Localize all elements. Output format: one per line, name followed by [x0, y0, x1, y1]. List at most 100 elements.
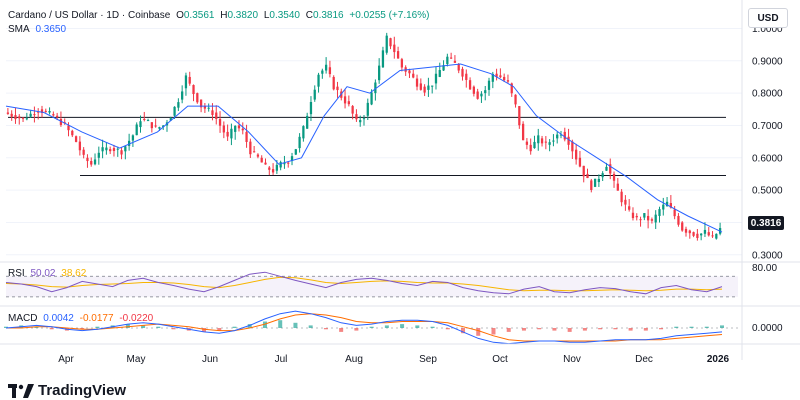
brand-name: TradingView [38, 382, 127, 399]
candle-body [25, 118, 28, 120]
candle-body [321, 70, 324, 74]
candle-body [317, 74, 320, 87]
candle-body [33, 114, 36, 116]
symbol-legend: Cardano / US Dollar · 1D · Coinbase O0.3… [8, 10, 432, 22]
candle-body [465, 73, 468, 80]
low-value: 0.3540 [269, 10, 300, 21]
candle-body [559, 134, 563, 136]
candle-body [654, 214, 657, 223]
candle-body [548, 142, 551, 145]
candle-body [688, 230, 691, 234]
candle-body [503, 76, 506, 81]
candle-body [56, 115, 59, 118]
macd-hist-bar [552, 328, 557, 331]
symbol-title: Cardano / US Dollar · 1D · Coinbase [8, 10, 171, 21]
candle-body [90, 161, 93, 165]
macd-hist-bar [674, 326, 679, 328]
close-value: 0.3816 [313, 10, 344, 21]
candle-body [82, 149, 85, 155]
candle-body [696, 233, 699, 238]
horizontal-levels [8, 116, 726, 177]
macd-hist-bar [567, 328, 572, 332]
candle-body [612, 173, 616, 181]
sma-label: SMA [8, 24, 30, 35]
candle-body [442, 65, 445, 71]
candle-body [521, 123, 525, 141]
candle-body [518, 106, 521, 126]
candle-body [476, 91, 479, 99]
candle-body [673, 209, 676, 217]
candle-body [378, 65, 381, 81]
macd-hist-bar [34, 326, 39, 328]
price-tick-label: 0.5000 [752, 186, 783, 197]
candle-body [234, 125, 237, 132]
rsi-ma-line [5, 276, 723, 292]
candle-body [196, 93, 199, 103]
candle-body [692, 232, 695, 236]
candle-body [71, 130, 74, 136]
candle-body [484, 90, 487, 94]
candle-body [419, 83, 422, 90]
price-tick-label: 0.9000 [752, 56, 783, 67]
candle-body [491, 73, 494, 82]
candle-body [74, 136, 78, 142]
candle-body [540, 138, 544, 144]
time-axis: Apr May Jun Jul Aug Sep Oct Nov Dec 2026 [0, 343, 800, 365]
candle-body [309, 101, 313, 115]
candle-body [59, 118, 63, 125]
candle-body [347, 101, 350, 105]
candle-body [635, 215, 638, 218]
macd-hist-bar [598, 328, 603, 330]
candle-body [211, 110, 214, 115]
candle-body [431, 85, 434, 87]
candle-body [396, 51, 400, 59]
candle-body [480, 93, 483, 97]
rsi-ma-value: 38.62 [61, 268, 87, 279]
time-tick-label: Jul [275, 354, 288, 365]
candle-body [650, 219, 654, 221]
tradingview-brand[interactable]: TradingView [8, 382, 126, 399]
candle-body [495, 73, 498, 77]
macd-hist-bar [415, 325, 420, 328]
candle-body [256, 154, 260, 157]
sma-value: 0.3650 [35, 24, 67, 35]
macd-hist-bar [659, 328, 664, 330]
candle-body [268, 167, 271, 170]
macd-value: 0.0042 [43, 313, 74, 324]
candle-body [162, 125, 165, 128]
candle-body [544, 141, 547, 143]
candle-body [287, 162, 290, 164]
price-tick-label: 0.7000 [752, 121, 783, 132]
candle-body [643, 213, 646, 218]
candle-body [665, 201, 669, 207]
macd-hist-bar [232, 326, 237, 328]
macd-hist-bar [521, 328, 526, 331]
change-value: +0.0255 (+7.16%) [349, 10, 430, 21]
chart-grid [6, 0, 743, 360]
macd-hist-bar [339, 328, 344, 332]
candle-body [586, 173, 589, 179]
macd-signal-value: -0.0177 [79, 313, 114, 324]
macd-axis-label: 0.0000 [752, 323, 783, 334]
rsi-pane [0, 261, 800, 298]
candle-body [241, 128, 244, 131]
candle-body [472, 86, 475, 94]
rsi-label: RSI [8, 268, 25, 279]
macd-hist-bar [171, 328, 176, 330]
candle-body [393, 44, 396, 53]
macd-hist-bar [613, 328, 618, 330]
candle-body [290, 156, 294, 162]
macd-hist-bar [4, 326, 8, 328]
candle-body [264, 162, 267, 165]
candle-body [139, 121, 142, 128]
candle-body [131, 135, 135, 141]
candle-body [707, 232, 710, 236]
macd-hist-bar [476, 328, 481, 336]
candle-body [487, 80, 491, 90]
currency-button[interactable]: USD [748, 8, 788, 28]
candle-body [370, 92, 373, 105]
candle-body [275, 164, 279, 171]
candle-body [226, 131, 229, 137]
price-tick-label: 0.3000 [752, 250, 783, 261]
